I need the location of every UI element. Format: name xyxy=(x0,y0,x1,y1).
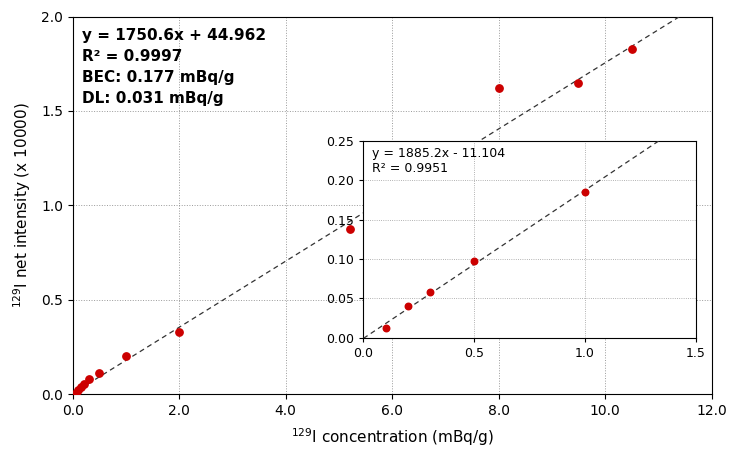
Point xyxy=(75,383,87,390)
Point xyxy=(344,225,356,233)
Point xyxy=(77,380,89,387)
X-axis label: $^{129}$I concentration (mBq/g): $^{129}$I concentration (mBq/g) xyxy=(291,426,494,448)
Point xyxy=(120,353,132,360)
Point xyxy=(72,386,84,394)
Point xyxy=(573,79,584,86)
Point xyxy=(626,45,638,52)
Point xyxy=(493,84,505,92)
Point xyxy=(94,369,106,377)
Text: y = 1750.6x + 44.962
R² = 0.9997
BEC: 0.177 mBq/g
DL: 0.031 mBq/g: y = 1750.6x + 44.962 R² = 0.9997 BEC: 0.… xyxy=(83,28,266,106)
Point xyxy=(173,328,185,336)
Point xyxy=(83,375,94,383)
Y-axis label: $^{129}$I net intensity (x 10000): $^{129}$I net intensity (x 10000) xyxy=(11,102,32,308)
Point xyxy=(69,390,81,397)
